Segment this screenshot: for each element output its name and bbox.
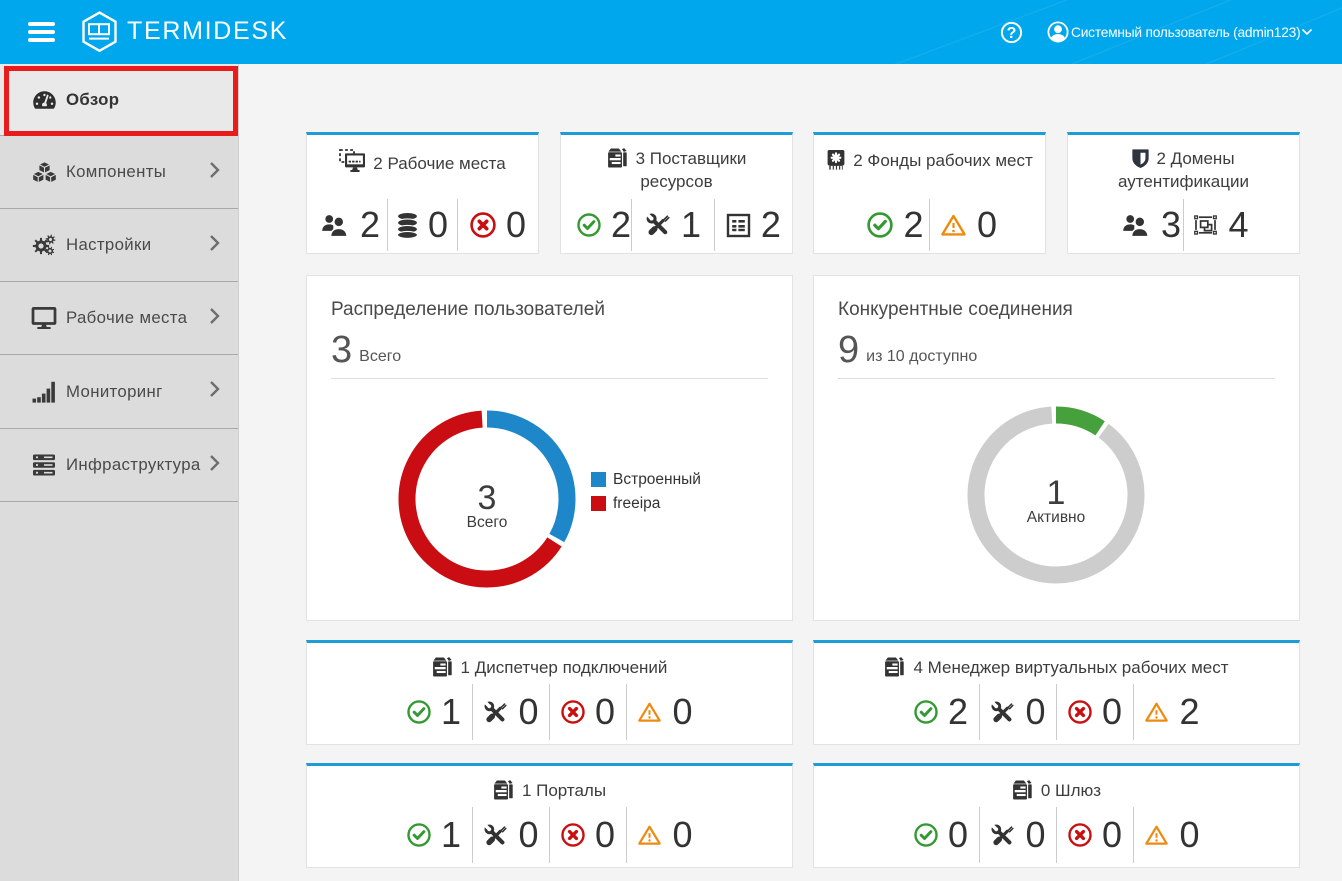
svg-text:Активно: Активно (1027, 509, 1085, 526)
svg-text:Всего: Всего (467, 514, 508, 531)
svg-text:3: 3 (478, 479, 497, 517)
svg-text:?: ? (1007, 25, 1017, 42)
svg-text:freeipa: freeipa (613, 495, 661, 512)
svg-text:Встроенный: Встроенный (613, 471, 701, 488)
svg-text:1: 1 (1047, 474, 1066, 512)
